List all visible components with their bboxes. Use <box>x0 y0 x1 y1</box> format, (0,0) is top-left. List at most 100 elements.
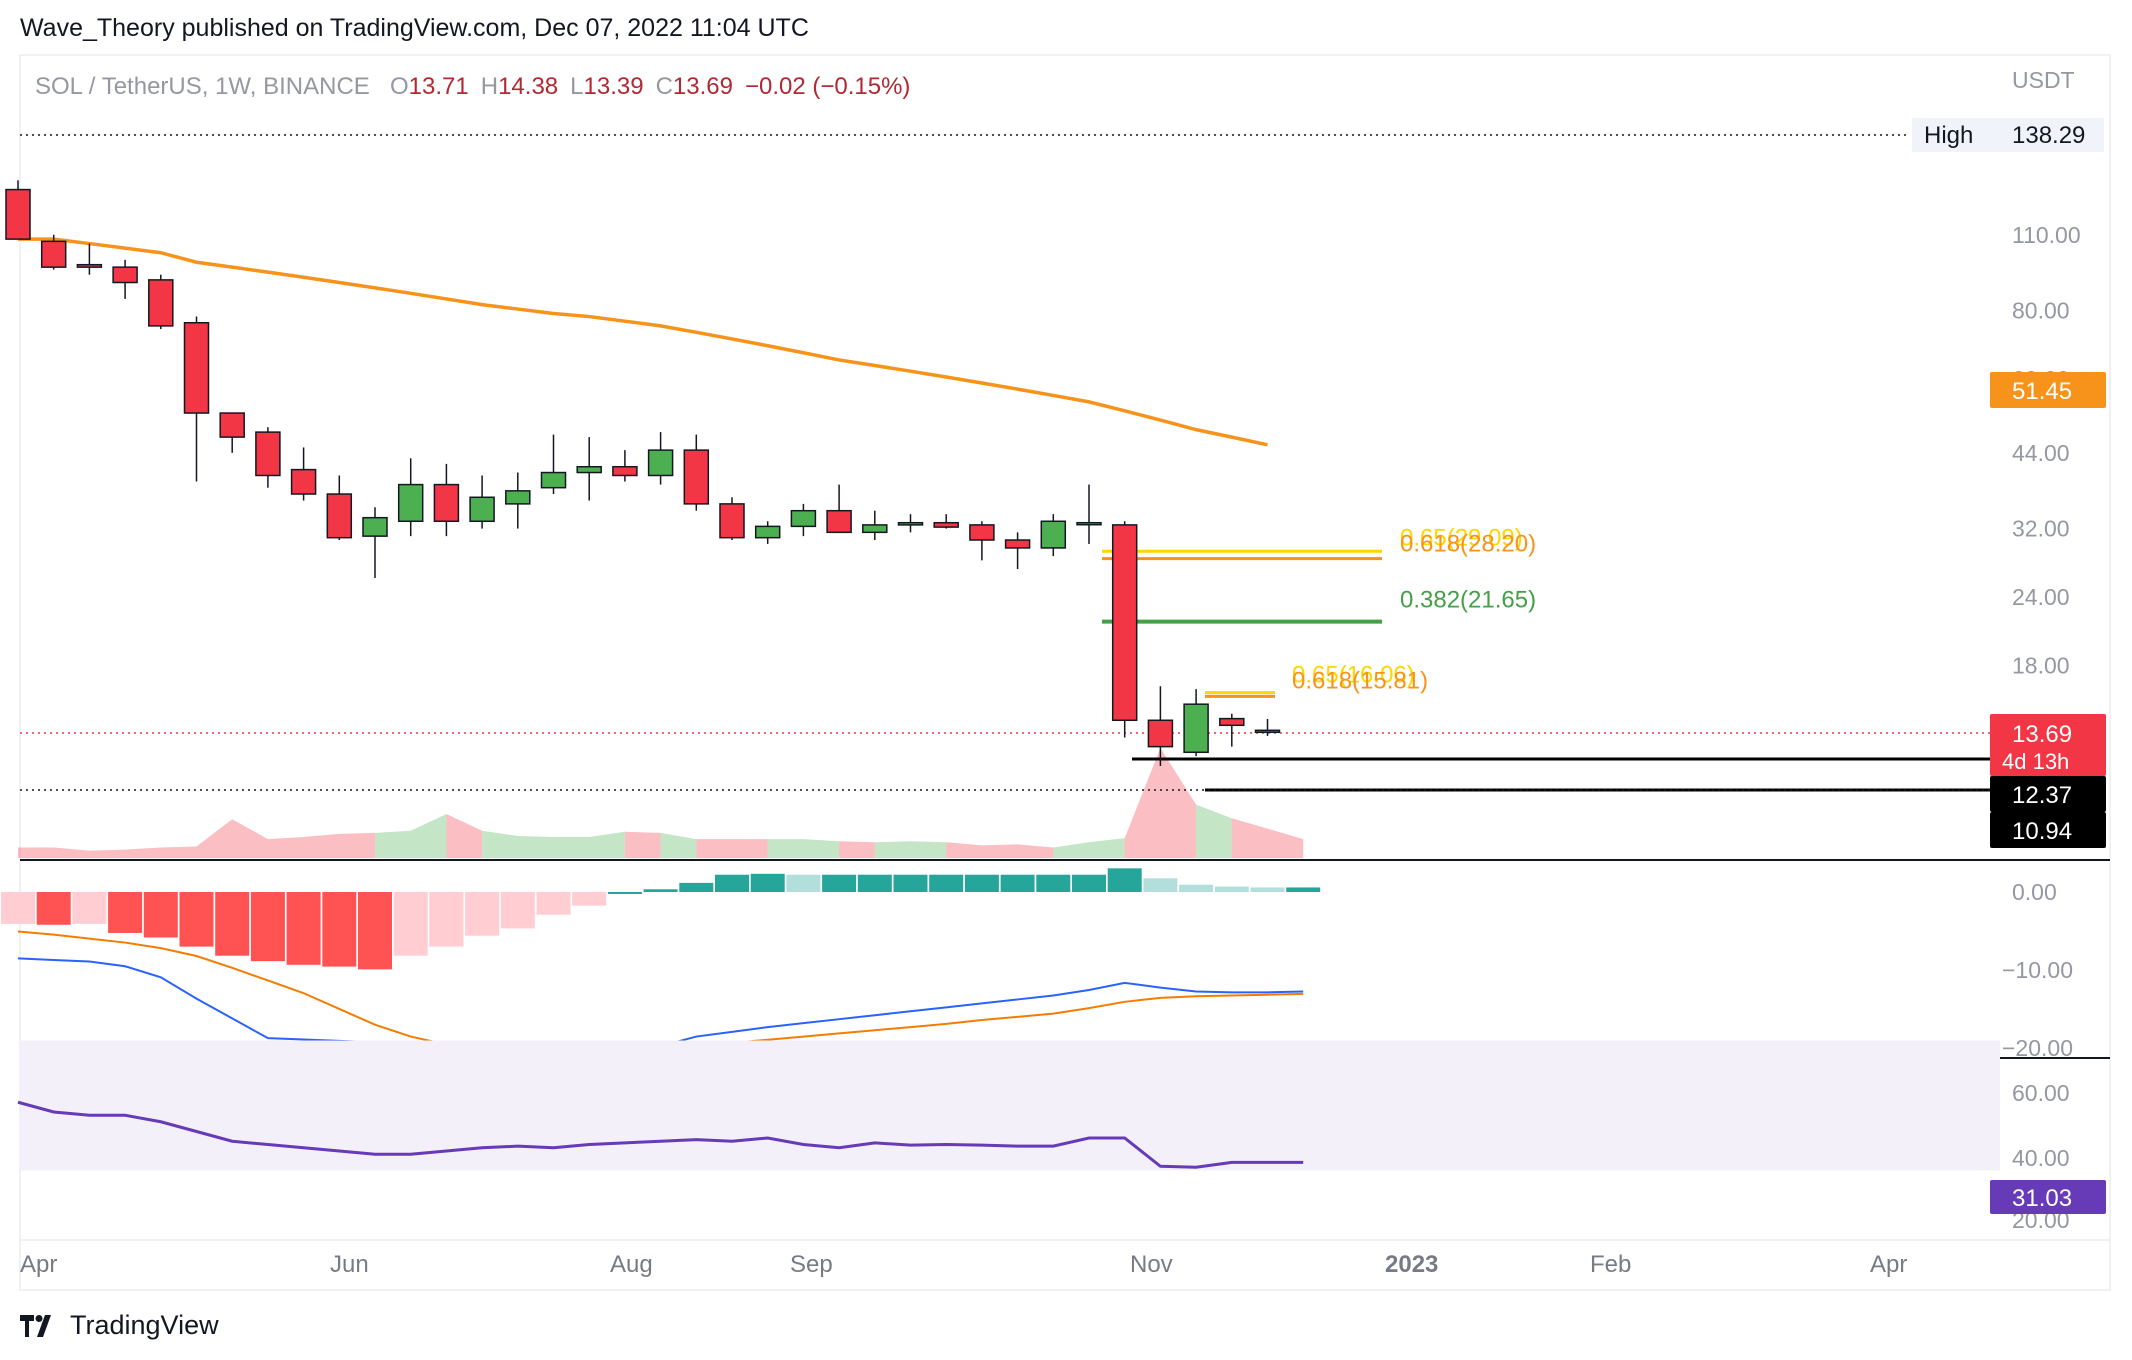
candle-body <box>505 490 531 505</box>
macd-histogram-bar <box>286 892 321 965</box>
time-axis-tick: Jun <box>330 1251 369 1278</box>
fib-label: 0.65(29.09) <box>1400 524 1523 551</box>
price-chart[interactable]: 0.65(29.09)0.618(28.20) 0.382(21.65) 0.65(… <box>0 0 2132 1300</box>
volume-area-segment <box>267 837 304 858</box>
macd-histogram-bar <box>679 882 714 892</box>
macd-histogram-bar <box>1107 868 1142 892</box>
macd-histogram-bar <box>1214 886 1249 892</box>
macd-histogram-bar <box>1286 887 1321 892</box>
macd-histogram-bar <box>1036 874 1071 892</box>
fib-label: 0.618(28.20) <box>1400 531 1536 558</box>
volume-area-segment <box>1017 844 1054 858</box>
candle-body <box>1254 729 1281 734</box>
candle-body <box>790 509 817 528</box>
macd-histogram-bar <box>215 892 250 956</box>
brand-name: TradingView <box>70 1310 219 1340</box>
macd-axis-tick: 0.00 <box>2012 879 2057 905</box>
last-price-tag: 13.69 <box>2012 721 2072 748</box>
macd-histogram-bar <box>500 892 535 929</box>
volume-area-segment <box>1267 828 1304 858</box>
macd-histogram-bar <box>1000 874 1035 892</box>
legend-high-label: H <box>481 73 498 100</box>
candle-body <box>1111 524 1138 722</box>
rsi-axis-tick: 60.00 <box>2012 1080 2070 1106</box>
rsi-axis-tick: 40.00 <box>2012 1145 2070 1171</box>
volume-area-segment <box>696 839 732 858</box>
time-axis-tick: Nov <box>1130 1251 1173 1278</box>
macd-histogram-bar <box>465 892 500 936</box>
candle-body <box>219 412 245 438</box>
macd-histogram-bar <box>822 874 857 892</box>
volume-area-segment <box>410 814 447 858</box>
macd-histogram-bar <box>929 874 964 892</box>
macd-histogram-bar <box>1250 887 1285 892</box>
macd-histogram-bar <box>857 874 892 892</box>
candle-body <box>647 449 674 477</box>
legend-low: 13.39 <box>584 73 644 100</box>
volume-area-segment <box>160 846 197 858</box>
macd-histogram-bar <box>322 892 357 967</box>
time-axis-tick: Apr <box>20 1251 57 1278</box>
macd-histogram-bar <box>607 892 642 894</box>
candle-body <box>76 263 103 268</box>
high-tag-value: 138.29 <box>2012 122 2085 149</box>
candle-body <box>862 524 888 534</box>
candle-body <box>148 279 174 327</box>
macd-histogram-bar <box>750 873 785 892</box>
macd-histogram-bar <box>715 874 749 892</box>
rsi-tag-bg <box>1990 1180 2106 1214</box>
candle-body <box>5 188 31 240</box>
volume-area-segment <box>874 841 911 858</box>
candle-body <box>1183 703 1209 754</box>
chart-border <box>19 54 2111 1291</box>
time-axis-tick: Apr <box>1870 1251 1907 1278</box>
candle-body <box>1147 719 1174 748</box>
volume-area-segment <box>732 839 768 858</box>
candle-body <box>1040 520 1067 549</box>
brand: TradingView <box>20 1310 219 1341</box>
macd-histogram-bar <box>536 892 571 915</box>
volume-area-segment <box>18 847 54 858</box>
candle-body <box>1076 521 1102 526</box>
candle-body <box>290 468 317 495</box>
macd-axis-tick: −20.00 <box>2002 1035 2073 1061</box>
candle-body <box>897 521 924 526</box>
legend-high: 14.38 <box>498 73 558 100</box>
macd-histogram-bar <box>1072 874 1106 892</box>
price-axis-tick: 80.00 <box>2012 298 2070 324</box>
legend-symbol: SOL / TetherUS, 1W, BINANCE <box>35 73 370 100</box>
price-axis-tick: 44.00 <box>2012 440 2070 466</box>
volume-area-segment <box>1053 842 1089 858</box>
rsi-last-tag: 31.03 <box>2012 1185 2072 1212</box>
volume-area-segment <box>946 842 982 858</box>
tradingview-logo-icon <box>20 1314 51 1337</box>
legend-close: 13.69 <box>673 73 733 100</box>
macd-axis-tick: −10.00 <box>2002 957 2073 983</box>
time-axis-tick: Sep <box>790 1251 833 1278</box>
volume-area-segment <box>910 841 947 858</box>
volume-area-segment <box>339 832 375 858</box>
macd-histogram-bar <box>1 892 35 924</box>
volume-area-segment <box>446 814 483 858</box>
macd-histogram-bar <box>429 892 464 947</box>
high-tag-bg <box>1912 118 2104 152</box>
legend-open: 13.71 <box>409 73 469 100</box>
support-tag-2-bg <box>1990 812 2106 848</box>
macd-line <box>17 957 1304 1053</box>
candle-body <box>754 525 781 539</box>
time-axis-tick: 2023 <box>1385 1251 1438 1278</box>
rsi-band <box>20 1040 2000 1171</box>
candle-body <box>433 483 460 523</box>
macd-histogram-bar <box>1143 878 1178 892</box>
volume-area-segment <box>375 830 411 858</box>
publisher-line: Wave_Theory published on TradingView.com… <box>20 14 809 42</box>
signal-line <box>17 930 1304 1054</box>
volume-area-segment <box>803 839 840 858</box>
time-axis-tick: Aug <box>610 1251 653 1278</box>
candle-body <box>112 266 138 284</box>
countdown-tag: 4d 13h <box>2002 749 2069 774</box>
support-tag-2: 10.94 <box>2012 818 2072 845</box>
volume-area-segment <box>767 839 804 858</box>
candle-body <box>397 483 424 523</box>
